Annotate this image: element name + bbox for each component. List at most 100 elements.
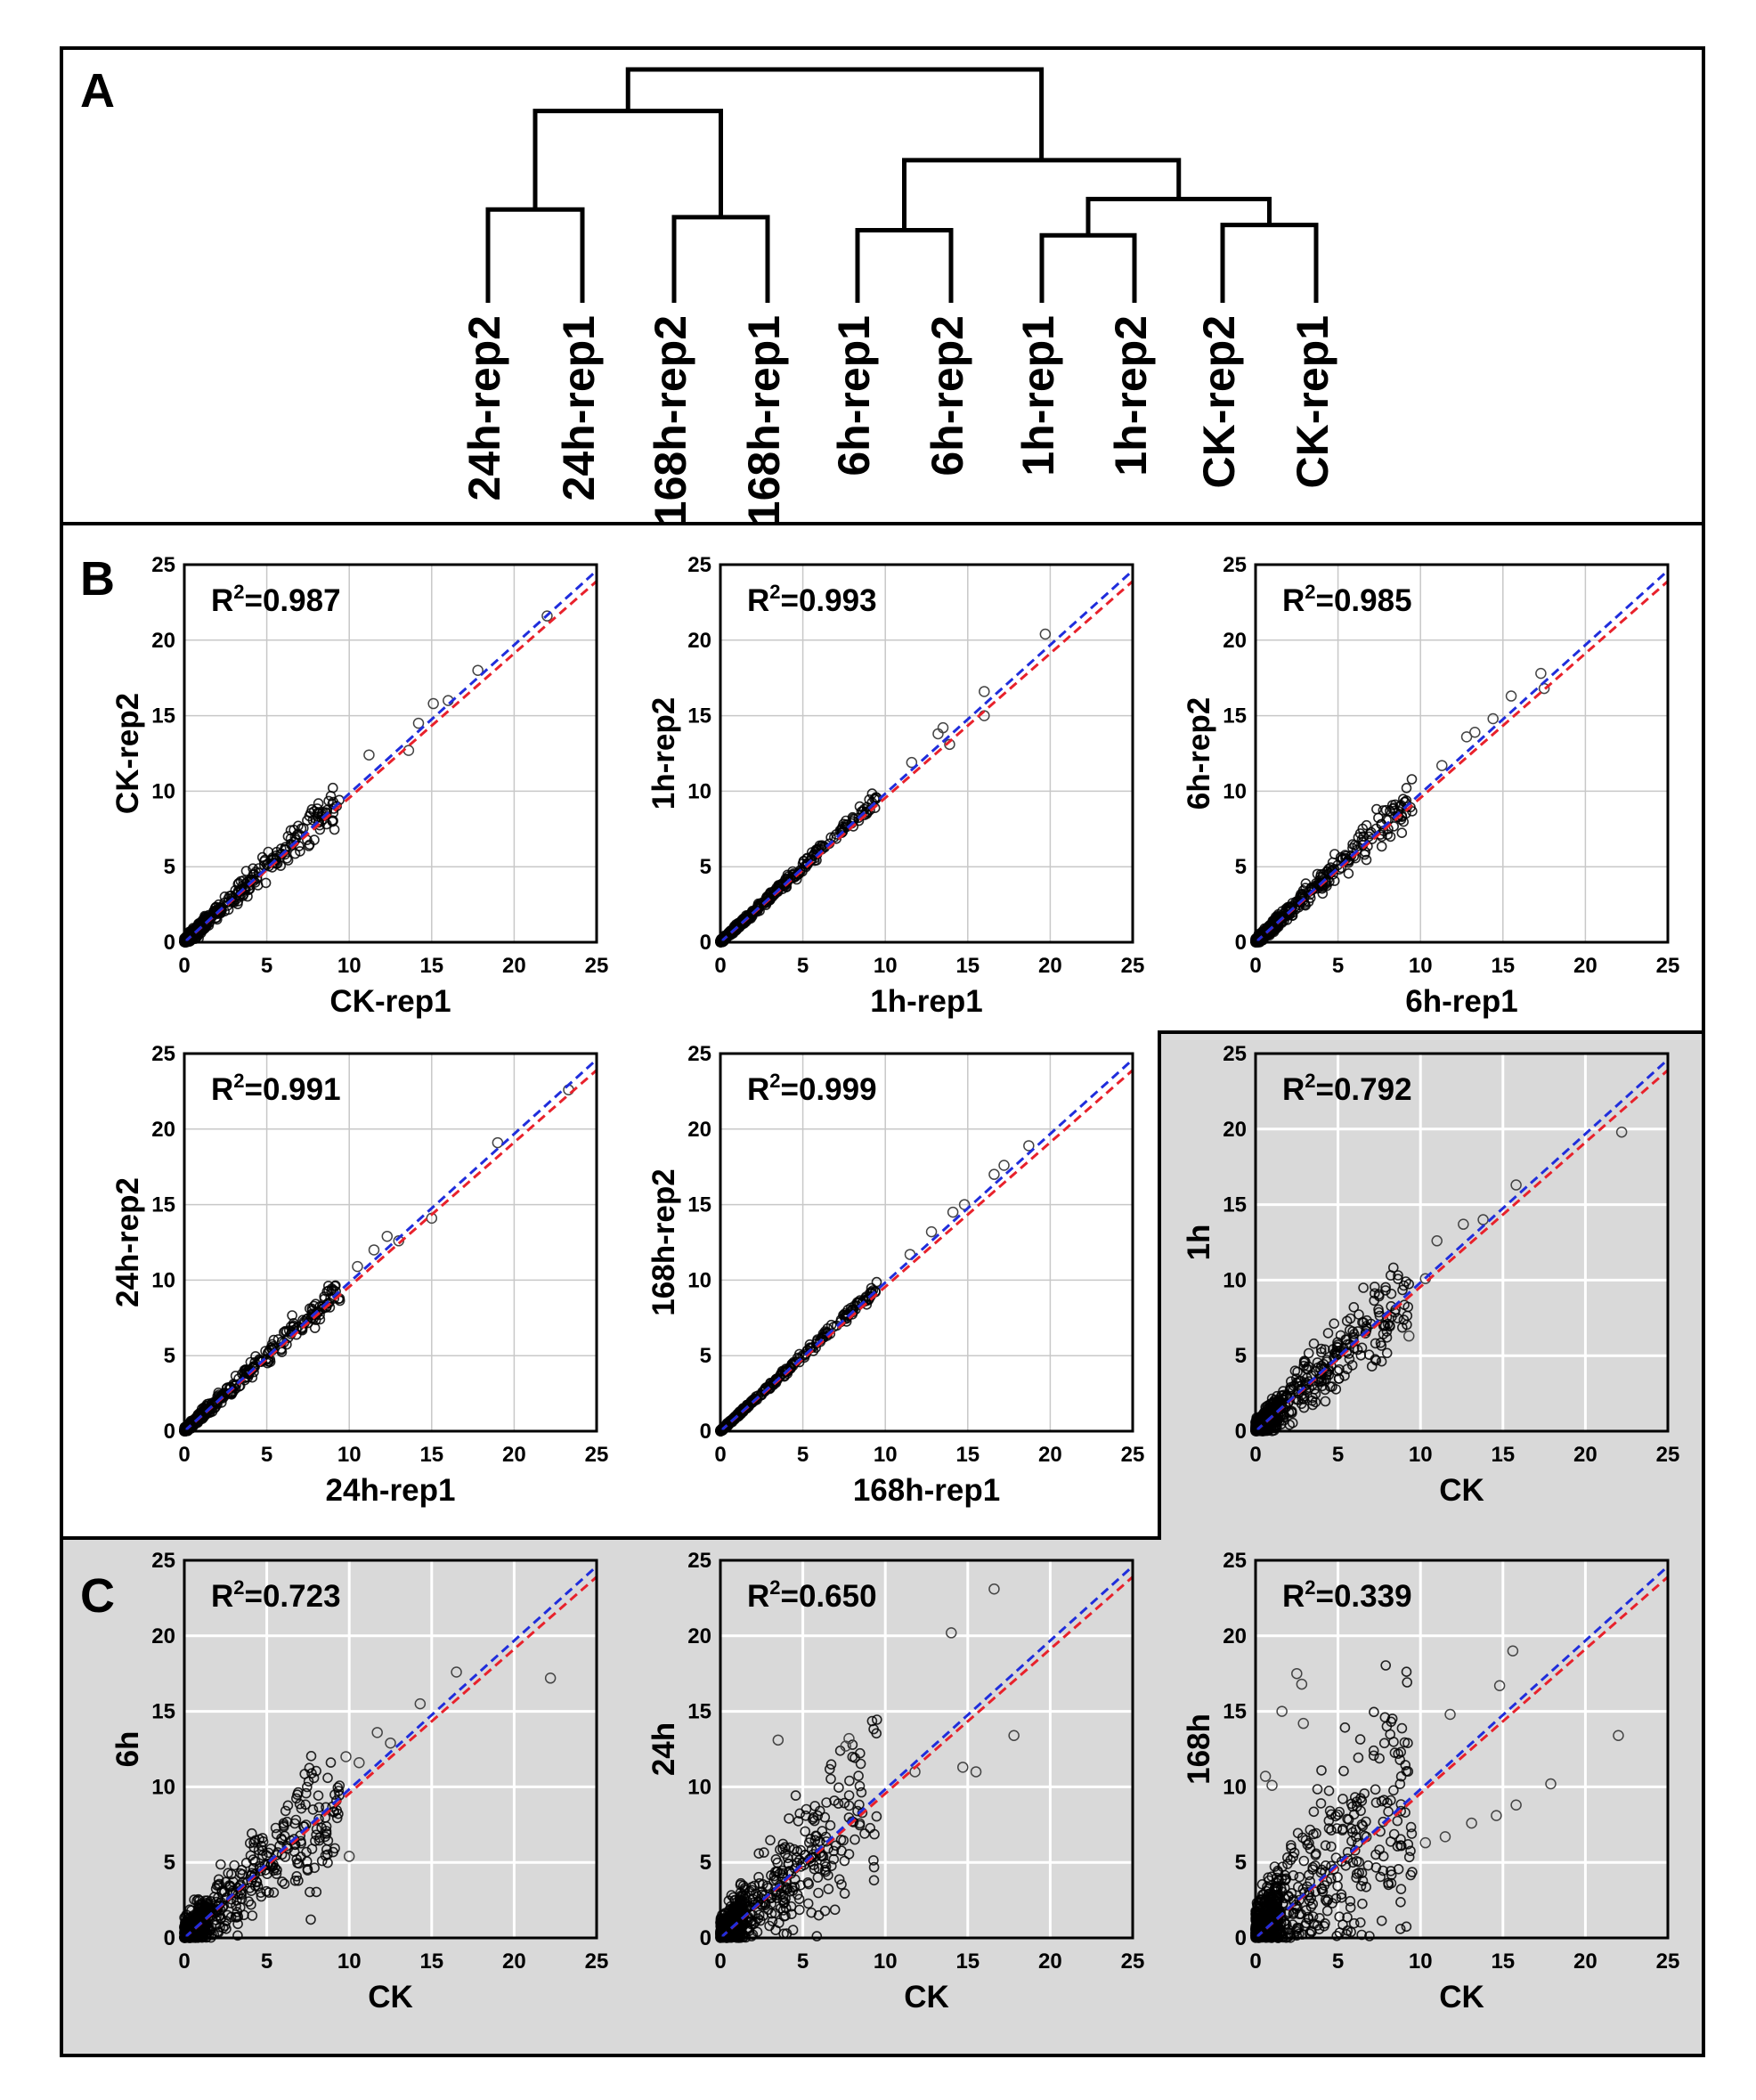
r2-annotation: R2=0.993 (747, 581, 877, 618)
y-tick-label: 5 (1235, 855, 1247, 879)
outlier-point (368, 1244, 380, 1256)
data-point (831, 833, 842, 844)
data-point (799, 1352, 810, 1363)
y-tick-label: 10 (687, 1268, 711, 1292)
r2-annotation: R2=0.723 (211, 1576, 341, 1614)
panel-label-a: A (80, 64, 115, 118)
x-tick-label: 5 (1332, 954, 1344, 978)
outlier-point (1023, 1140, 1035, 1152)
y-tick-label: 25 (1223, 553, 1247, 577)
y-tick-label: 10 (151, 1268, 175, 1292)
data-point (1329, 1347, 1340, 1359)
dendrogram-branch-9 (625, 67, 1045, 160)
data-point (283, 1325, 295, 1336)
outlier-point (1436, 760, 1448, 771)
x-axis-label: 24h-rep1 (326, 1473, 456, 1508)
scatter-plot: 0 5 10 15 20 2505101520256h-rep16h-rep2R2=0.9… (1182, 553, 1679, 1019)
data-point (825, 1319, 837, 1331)
r2-prefix: R (747, 1072, 769, 1107)
y-tick-label: 10 (151, 779, 175, 803)
data-point (1317, 877, 1329, 888)
x-tick-label: 25 (585, 1443, 609, 1467)
dendrogram-leaf-label: 1h-rep1 (1013, 315, 1063, 476)
data-point (1276, 914, 1287, 924)
r2-value: =0.991 (245, 1072, 341, 1107)
y-tick-label: 10 (687, 779, 711, 803)
data-point (1356, 1342, 1368, 1354)
x-axis-label: CK (1439, 1473, 1484, 1508)
data-point (310, 1309, 321, 1321)
dendrogram-leaf-label: CK-rep1 (1288, 315, 1337, 488)
dendrogram-branch-1 (485, 207, 585, 303)
data-point (1370, 1288, 1380, 1299)
y-tick-label: 0 (700, 931, 711, 955)
r2-prefix: R (747, 583, 769, 618)
data-point (1354, 828, 1366, 839)
data-point (287, 1310, 297, 1321)
data-point (296, 823, 307, 834)
data-point (285, 825, 297, 836)
r2-value: =0.987 (245, 583, 341, 618)
x-axis-label: CK (368, 1980, 413, 2015)
x-tick-label: 15 (419, 954, 443, 978)
x-tick-label: 5 (1332, 1443, 1344, 1467)
data-point (256, 851, 268, 863)
plot-area (184, 1560, 597, 1938)
data-point (303, 841, 314, 851)
x-tick-label: 0 (178, 1443, 190, 1467)
x-tick-label: 5 (261, 954, 272, 978)
x-tick-label: 0 (714, 954, 726, 978)
outlier-point (381, 1230, 394, 1242)
scatter-plot: 0 5 10 15 20 2505101520251h-rep11h-rep2R2=0.9… (646, 553, 1144, 1019)
data-point (334, 794, 345, 806)
data-point (1323, 863, 1335, 875)
data-point (309, 834, 320, 845)
y-tick-label: 20 (1223, 1118, 1247, 1142)
x-tick-label: 10 (874, 1443, 898, 1467)
y-tick-label: 25 (687, 1042, 711, 1066)
r2-value: =0.792 (1316, 1072, 1412, 1107)
y-tick-label: 15 (1223, 704, 1247, 728)
y-tick-label: 25 (151, 1042, 175, 1066)
data-point (1294, 899, 1305, 911)
data-point (278, 1327, 289, 1338)
data-point (731, 921, 743, 932)
y-tick-label: 0 (164, 931, 175, 955)
x-tick-label: 10 (874, 954, 898, 978)
data-point (308, 806, 320, 817)
dendrogram-leaf-label: 6h-rep1 (829, 315, 879, 476)
x-axis-label: CK-rep1 (329, 984, 451, 1019)
x-tick-label: 20 (1573, 954, 1597, 978)
data-point (737, 916, 748, 926)
x-tick-label: 0 (178, 954, 190, 978)
data-point (1344, 1354, 1355, 1364)
y-tick-label: 20 (687, 1118, 711, 1142)
outlier-point (1505, 690, 1517, 702)
dendrogram-branch-7 (902, 158, 1182, 231)
x-axis-label: 168h-rep1 (853, 1473, 1000, 1508)
r2-prefix: R (1282, 583, 1305, 618)
outlier-point (979, 686, 990, 697)
x-tick-label: 25 (585, 954, 609, 978)
x-tick-label: 25 (1121, 954, 1145, 978)
r2-value: =0.985 (1316, 583, 1412, 618)
y-tick-label: 5 (700, 1344, 711, 1368)
y-tick-label: 10 (1223, 1268, 1247, 1292)
data-point (1361, 854, 1372, 866)
x-tick-label: 25 (1656, 954, 1680, 978)
x-tick-label: 0 (1249, 954, 1261, 978)
y-tick-label: 0 (700, 1420, 711, 1444)
y-tick-label: 15 (1223, 1193, 1247, 1217)
outlier-point (541, 610, 553, 622)
data-point (329, 1281, 341, 1291)
r2-value: =0.999 (781, 1072, 877, 1107)
data-point (282, 831, 294, 842)
data-point (1380, 804, 1392, 816)
r2-annotation: R2=0.999 (747, 1070, 877, 1107)
data-point (1393, 1270, 1403, 1281)
data-point (1406, 774, 1418, 785)
r2-annotation: R2=0.792 (1282, 1070, 1412, 1107)
y-tick-label: 5 (1235, 1344, 1247, 1368)
fit-line-blue (719, 1058, 1134, 1433)
data-point (764, 1383, 776, 1395)
